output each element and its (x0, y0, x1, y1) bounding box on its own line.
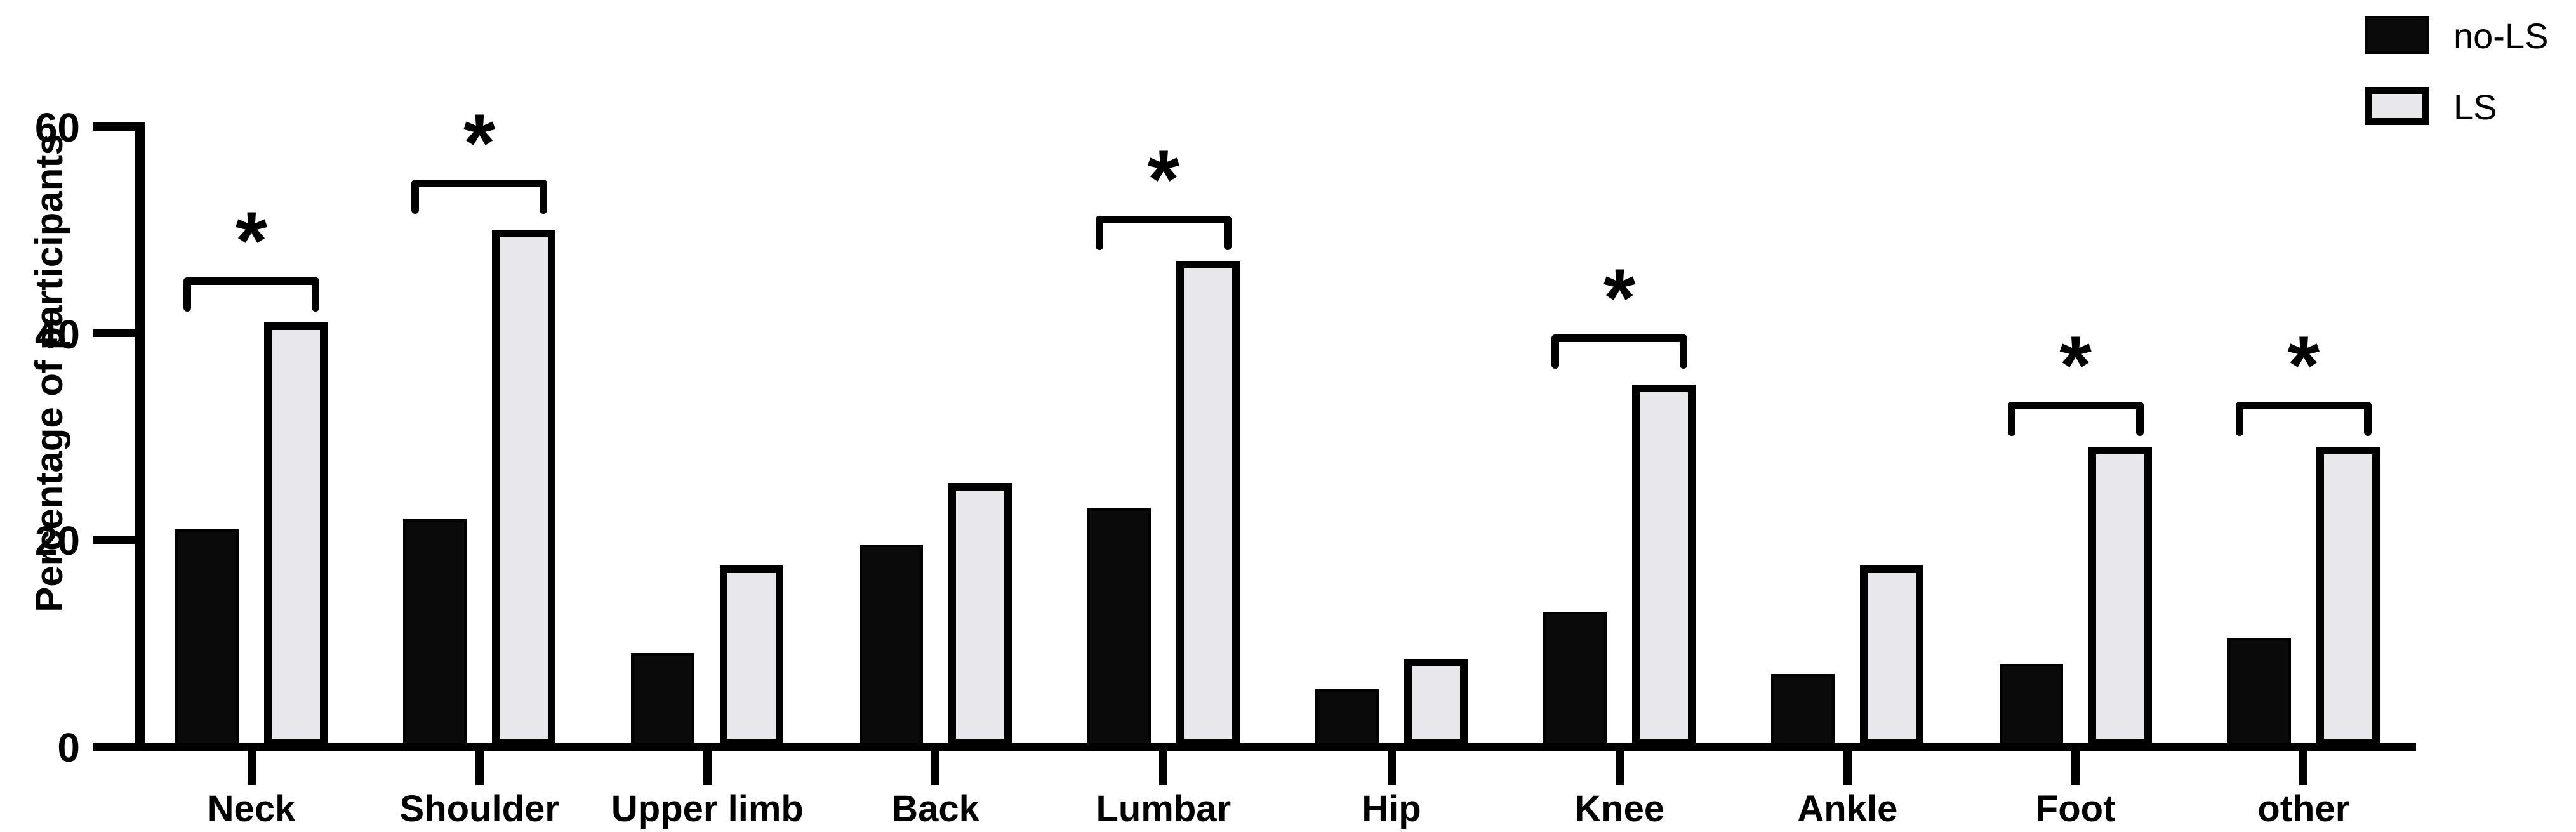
bar-ls (2088, 446, 2152, 746)
bar-ls (1176, 260, 1240, 746)
bar-no-ls (1315, 689, 1379, 746)
significance-asterisk: * (2287, 318, 2320, 411)
significance-bracket-end (183, 277, 191, 312)
significance-bracket (411, 179, 548, 187)
significance-bracket-end (1680, 334, 1688, 369)
x-tick (931, 749, 940, 785)
significance-asterisk: * (235, 194, 268, 287)
significance-asterisk: * (463, 96, 496, 189)
x-axis-line (135, 742, 2416, 751)
bar-ls (2316, 446, 2380, 746)
bar-no-ls (403, 518, 467, 746)
x-category-label: Shoulder (399, 788, 559, 829)
y-tick-label: 20 (34, 518, 80, 564)
bar-ls (1404, 658, 1468, 746)
x-tick (703, 749, 712, 785)
bar-no-ls (1087, 508, 1151, 746)
x-category-label: Back (891, 788, 979, 829)
significance-bracket-end (2363, 401, 2372, 436)
x-tick (2071, 749, 2080, 785)
y-tick-label: 0 (57, 725, 80, 770)
bar-ls (492, 229, 556, 746)
y-axis-line (135, 122, 145, 751)
y-tick (93, 742, 135, 751)
y-axis-title: Percentage of participants (28, 133, 70, 612)
legend-label-no-ls: no-LS (2453, 16, 2549, 56)
significance-asterisk: * (1603, 251, 1636, 344)
x-tick (1387, 749, 1396, 785)
bar-no-ls (1999, 663, 2063, 746)
significance-bracket-end (411, 179, 420, 214)
x-category-label: Hip (1362, 788, 1421, 829)
legend-swatch-ls (2365, 87, 2429, 125)
x-category-label: Upper limb (611, 788, 804, 829)
significance-bracket (2235, 401, 2372, 409)
bar-no-ls (1543, 612, 1607, 746)
x-category-label: Ankle (1797, 788, 1898, 829)
bar-no-ls (175, 529, 239, 746)
significance-bracket-end (2007, 401, 2015, 436)
significance-bracket-end (1551, 334, 1560, 369)
bar-ls (1860, 565, 1924, 746)
bar-no-ls (631, 653, 695, 746)
x-category-label: Foot (2035, 788, 2116, 829)
significance-bracket-end (2135, 401, 2144, 436)
x-category-label: Neck (207, 788, 296, 829)
bar-no-ls (1771, 674, 1835, 746)
significance-bracket (1095, 215, 1232, 223)
x-tick (2299, 749, 2308, 785)
bar-ls (1632, 385, 1696, 746)
x-tick (1615, 749, 1624, 785)
significance-bracket-end (540, 179, 548, 214)
x-category-label: other (2257, 788, 2350, 829)
x-category-label: Knee (1574, 788, 1665, 829)
x-tick (1843, 749, 1852, 785)
y-tick-label: 40 (34, 311, 80, 357)
x-tick (247, 749, 256, 785)
y-tick (93, 535, 135, 544)
y-tick (93, 122, 135, 131)
significance-bracket-end (1095, 215, 1103, 250)
x-tick (1159, 749, 1168, 785)
bar-ls (948, 482, 1012, 746)
significance-bracket (2007, 401, 2144, 409)
bar-ls (720, 565, 784, 746)
bar-no-ls (859, 545, 923, 746)
legend-swatch-no-ls (2365, 16, 2429, 54)
significance-asterisk: * (2059, 318, 2092, 411)
significance-bracket-end (312, 277, 319, 312)
bar-no-ls (2227, 638, 2291, 746)
bar-ls (264, 322, 328, 746)
significance-bracket-end (1223, 215, 1232, 250)
significance-bracket (183, 277, 319, 286)
y-tick (93, 329, 135, 338)
x-category-label: Lumbar (1096, 788, 1232, 829)
y-tick-label: 60 (34, 105, 80, 150)
legend-label-ls: LS (2453, 87, 2497, 127)
significance-asterisk: * (1147, 132, 1180, 225)
significance-bracket (1551, 334, 1688, 342)
x-tick (475, 749, 484, 785)
significance-bracket-end (2235, 401, 2243, 436)
